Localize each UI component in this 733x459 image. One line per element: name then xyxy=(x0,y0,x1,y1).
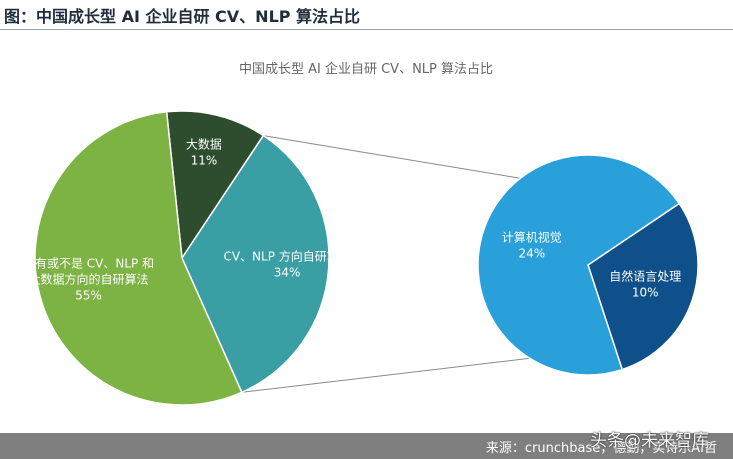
main-slice-value-label: 55% xyxy=(75,288,102,302)
main-slice-name-label: CV、NLP 方向自研算法 xyxy=(223,249,350,264)
figure-label: 图：中国成长型 AI 企业自研 CV、NLP 算法占比 xyxy=(4,7,361,26)
secondary-slice-value-label: 10% xyxy=(632,286,659,300)
source-note: 来源：crunchbase，德勤，实诗乐AI哲 xyxy=(485,441,717,456)
secondary-slice-name-label: 计算机视觉 xyxy=(502,230,562,245)
header-divider xyxy=(0,29,733,30)
pie-of-pie-chart: 中国成长型 AI 企业自研 CV、NLP 算法占比 大数据 11% CV、NLP 方… xyxy=(23,61,699,406)
secondary-slice-name-label: 自然语言处理 xyxy=(609,269,681,284)
main-slice-name-label: 大数据方向的自研算法 xyxy=(28,271,148,286)
main-pie-slice xyxy=(34,110,243,406)
figure-header: 图：中国成长型 AI 企业自研 CV、NLP 算法占比 xyxy=(0,0,733,30)
connector-line xyxy=(263,135,521,179)
main-slice-value-label: 34% xyxy=(274,266,301,280)
main-slice-name-label: 大数据 xyxy=(186,136,222,151)
secondary-pie-slice xyxy=(477,154,681,376)
connector-line xyxy=(241,357,530,393)
main-slice-name-label: 没有或不是 CV、NLP 和 xyxy=(23,255,154,270)
main-slice-value-label: 11% xyxy=(191,153,218,167)
secondary-slice-value-label: 24% xyxy=(518,247,545,261)
secondary-pie-slice xyxy=(587,202,699,371)
chart-title: 中国成长型 AI 企业自研 CV、NLP 算法占比 xyxy=(239,61,493,77)
main-pie-slice xyxy=(181,134,330,394)
main-pie-slice xyxy=(165,110,265,261)
watermark: 头条@未来智库 xyxy=(590,431,709,451)
footer-bar: 来源：crunchbase，德勤，实诗乐AI哲 xyxy=(0,433,733,459)
